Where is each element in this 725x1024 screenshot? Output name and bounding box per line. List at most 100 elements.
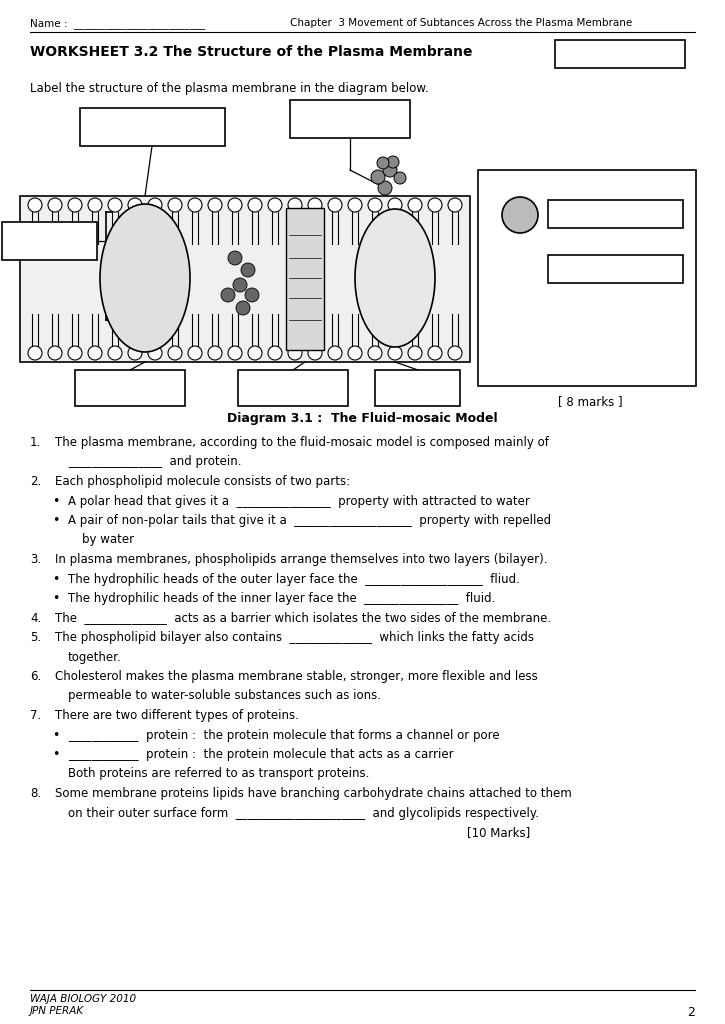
Text: A polar head that gives it a  ________________  property with attracted to water: A polar head that gives it a ___________… bbox=[68, 495, 530, 508]
Text: ____________  protein :  the protein molecule that acts as a carrier: ____________ protein : the protein molec… bbox=[68, 748, 454, 761]
Circle shape bbox=[268, 346, 282, 360]
Circle shape bbox=[88, 198, 102, 212]
Circle shape bbox=[148, 198, 162, 212]
Text: •: • bbox=[52, 514, 59, 527]
Text: ____________  protein :  the protein molecule that forms a channel or pore: ____________ protein : the protein molec… bbox=[68, 728, 500, 741]
Text: A pair of non-polar tails that give it a  ____________________  property with re: A pair of non-polar tails that give it a… bbox=[68, 514, 551, 527]
Text: Cholesterol makes the plasma membrane stable, stronger, more flexible and less: Cholesterol makes the plasma membrane st… bbox=[55, 670, 538, 683]
Text: Both proteins are referred to as transport proteins.: Both proteins are referred to as transpo… bbox=[68, 768, 369, 780]
Circle shape bbox=[408, 346, 422, 360]
Text: The hydrophilic heads of the outer layer face the  ____________________  fliud.: The hydrophilic heads of the outer layer… bbox=[68, 572, 520, 586]
Text: 1.: 1. bbox=[30, 436, 41, 449]
Circle shape bbox=[168, 346, 182, 360]
Text: Some membrane proteins lipids have branching carbohydrate chains attached to the: Some membrane proteins lipids have branc… bbox=[55, 787, 572, 800]
Text: 2.: 2. bbox=[30, 475, 41, 488]
Text: The phospholipid bilayer also contains  ______________  which links the fatty ac: The phospholipid bilayer also contains _… bbox=[55, 631, 534, 644]
Text: •: • bbox=[52, 495, 59, 508]
Circle shape bbox=[408, 198, 422, 212]
Circle shape bbox=[236, 301, 250, 315]
Circle shape bbox=[108, 346, 122, 360]
Circle shape bbox=[128, 346, 142, 360]
Text: [ 8 marks ]: [ 8 marks ] bbox=[558, 395, 622, 408]
Circle shape bbox=[328, 198, 342, 212]
Circle shape bbox=[148, 346, 162, 360]
Text: 8.: 8. bbox=[30, 787, 41, 800]
Bar bbox=[75, 370, 185, 406]
Circle shape bbox=[248, 346, 262, 360]
Text: permeable to water-soluble substances such as ions.: permeable to water-soluble substances su… bbox=[68, 689, 381, 702]
Circle shape bbox=[188, 198, 202, 212]
Circle shape bbox=[368, 198, 382, 212]
Bar bbox=[548, 255, 683, 283]
Text: In plasma membranes, phospholipids arrange themselves into two layers (bilayer).: In plasma membranes, phospholipids arran… bbox=[55, 553, 547, 566]
Text: 3.: 3. bbox=[30, 553, 41, 566]
Circle shape bbox=[383, 163, 397, 177]
Circle shape bbox=[288, 198, 302, 212]
Circle shape bbox=[228, 251, 242, 265]
Circle shape bbox=[394, 172, 406, 184]
Circle shape bbox=[268, 198, 282, 212]
Circle shape bbox=[328, 346, 342, 360]
Circle shape bbox=[371, 170, 385, 184]
Ellipse shape bbox=[100, 204, 190, 352]
Text: •: • bbox=[52, 572, 59, 586]
Circle shape bbox=[68, 346, 82, 360]
Circle shape bbox=[448, 198, 462, 212]
Text: WAJA BIOLOGY 2010: WAJA BIOLOGY 2010 bbox=[30, 994, 136, 1004]
Circle shape bbox=[208, 198, 222, 212]
Circle shape bbox=[245, 288, 259, 302]
Bar bbox=[375, 370, 460, 406]
Circle shape bbox=[248, 198, 262, 212]
Text: The  ______________  acts as a barrier which isolates the two sides of the membr: The ______________ acts as a barrier whi… bbox=[55, 611, 551, 625]
Circle shape bbox=[128, 198, 142, 212]
Circle shape bbox=[288, 346, 302, 360]
Circle shape bbox=[28, 198, 42, 212]
Circle shape bbox=[348, 346, 362, 360]
Text: Label the structure of the plasma membrane in the diagram below.: Label the structure of the plasma membra… bbox=[30, 82, 428, 95]
Bar bbox=[20, 196, 470, 362]
Circle shape bbox=[448, 346, 462, 360]
Circle shape bbox=[348, 198, 362, 212]
Text: JPN PERAK: JPN PERAK bbox=[30, 1006, 84, 1016]
Circle shape bbox=[241, 263, 255, 278]
Circle shape bbox=[28, 346, 42, 360]
Circle shape bbox=[168, 198, 182, 212]
Bar bbox=[80, 108, 225, 146]
Circle shape bbox=[377, 157, 389, 169]
Circle shape bbox=[228, 198, 242, 212]
Text: 6.: 6. bbox=[30, 670, 41, 683]
Circle shape bbox=[88, 346, 102, 360]
Circle shape bbox=[188, 346, 202, 360]
Bar bbox=[286, 208, 324, 350]
Bar bbox=[478, 170, 696, 386]
Circle shape bbox=[233, 278, 247, 292]
Text: by water: by water bbox=[82, 534, 134, 547]
Circle shape bbox=[387, 156, 399, 168]
Text: The plasma membrane, according to the fluid-mosaic model is composed mainly of: The plasma membrane, according to the fl… bbox=[55, 436, 549, 449]
Text: The hydrophilic heads of the inner layer face the  ________________  fluid.: The hydrophilic heads of the inner layer… bbox=[68, 592, 495, 605]
Ellipse shape bbox=[355, 209, 435, 347]
Text: 7.: 7. bbox=[30, 709, 41, 722]
Text: Chapter  3 Movement of Subtances Across the Plasma Membrane: Chapter 3 Movement of Subtances Across t… bbox=[290, 18, 632, 28]
Circle shape bbox=[388, 346, 402, 360]
Bar bbox=[548, 200, 683, 228]
Text: •: • bbox=[52, 748, 59, 761]
Text: Diagram 3.1 :  The Fluid–mosaic Model: Diagram 3.1 : The Fluid–mosaic Model bbox=[227, 412, 497, 425]
Text: There are two different types of proteins.: There are two different types of protein… bbox=[55, 709, 299, 722]
Bar bbox=[238, 370, 348, 406]
Circle shape bbox=[48, 198, 62, 212]
Text: on their outer surface form  ______________________  and glycolipids respectivel: on their outer surface form ____________… bbox=[68, 807, 539, 819]
Text: Name :  _________________________: Name : _________________________ bbox=[30, 18, 205, 29]
Text: together.: together. bbox=[68, 650, 122, 664]
Circle shape bbox=[502, 197, 538, 233]
Circle shape bbox=[208, 346, 222, 360]
Text: Molecules of phospholipid: Molecules of phospholipid bbox=[490, 350, 617, 360]
Text: WORKSHEET 3.2 The Structure of the Plasma Membrane: WORKSHEET 3.2 The Structure of the Plasm… bbox=[30, 45, 473, 59]
Circle shape bbox=[428, 198, 442, 212]
Text: ________________  and protein.: ________________ and protein. bbox=[68, 456, 241, 469]
Circle shape bbox=[428, 346, 442, 360]
Text: 2: 2 bbox=[687, 1006, 695, 1019]
Text: Each phospholipid molecule consists of two parts:: Each phospholipid molecule consists of t… bbox=[55, 475, 350, 488]
Circle shape bbox=[368, 346, 382, 360]
Circle shape bbox=[48, 346, 62, 360]
